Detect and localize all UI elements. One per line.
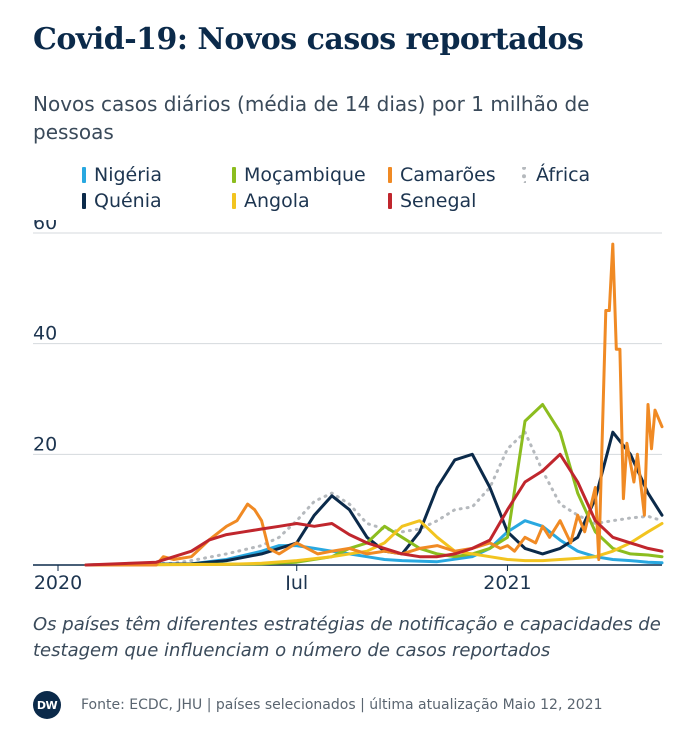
legend-swatch (522, 167, 530, 183)
axis-labels: 20 40 60 2020 Jul 2021 (33, 220, 532, 590)
dw-logo: DW (33, 691, 61, 719)
chart-title: Covid-19: Novos casos reportados (33, 22, 584, 57)
legend-item-nigeria: Nigéria (82, 164, 162, 186)
footer: DW Fonte: ECDC, JHU | países selecionado… (33, 690, 673, 720)
series-line-mocambique (84, 403, 664, 567)
line-chart: 20 40 60 2020 Jul 2021 (33, 220, 664, 590)
legend-item-camaroes: Camarões (388, 164, 496, 186)
chart-subtitle: Novos casos diários (média de 14 dias) p… (33, 92, 590, 144)
x-tick-label: Jul (284, 572, 308, 590)
y-tick-label: 40 (33, 323, 57, 345)
legend-item-mocambique: Moçambique (232, 164, 366, 186)
source-text: Fonte: ECDC, JHU | países selecionados |… (81, 697, 603, 713)
y-tick-label: 60 (33, 220, 57, 234)
legend-item-quenia: Quénia (82, 190, 162, 212)
legend-item-senegal: Senegal (388, 190, 476, 212)
legend-swatch (232, 193, 236, 209)
legend-label: África (536, 164, 591, 186)
legend-swatch (82, 193, 86, 209)
series-lines (84, 242, 664, 567)
series-line-camaroes (84, 242, 664, 567)
legend-swatch (232, 167, 236, 183)
gridlines (33, 232, 662, 566)
legend-label: Moçambique (244, 164, 366, 186)
legend-swatch (82, 167, 86, 183)
legend-label: Nigéria (94, 164, 162, 186)
y-tick-label: 20 (33, 433, 57, 455)
legend-item-africa: África (522, 164, 590, 186)
legend-label: Quénia (94, 190, 162, 212)
legend-label: Senegal (400, 190, 477, 212)
series-line-angola (84, 519, 664, 567)
footnote: Os países têm diferentes estratégias de … (33, 614, 661, 661)
x-tick-label: 2021 (483, 572, 531, 590)
legend-label: Camarões (400, 164, 496, 186)
series-line-senegal (84, 452, 664, 567)
legend-item-angola: Angola (232, 190, 310, 212)
legend-label: Angola (244, 190, 310, 212)
legend: Nigéria Quénia Moçambique Angola Camarõe… (82, 164, 662, 220)
legend-swatch (388, 193, 392, 209)
x-tick-label: 2020 (34, 572, 82, 590)
legend-swatch (388, 167, 392, 183)
